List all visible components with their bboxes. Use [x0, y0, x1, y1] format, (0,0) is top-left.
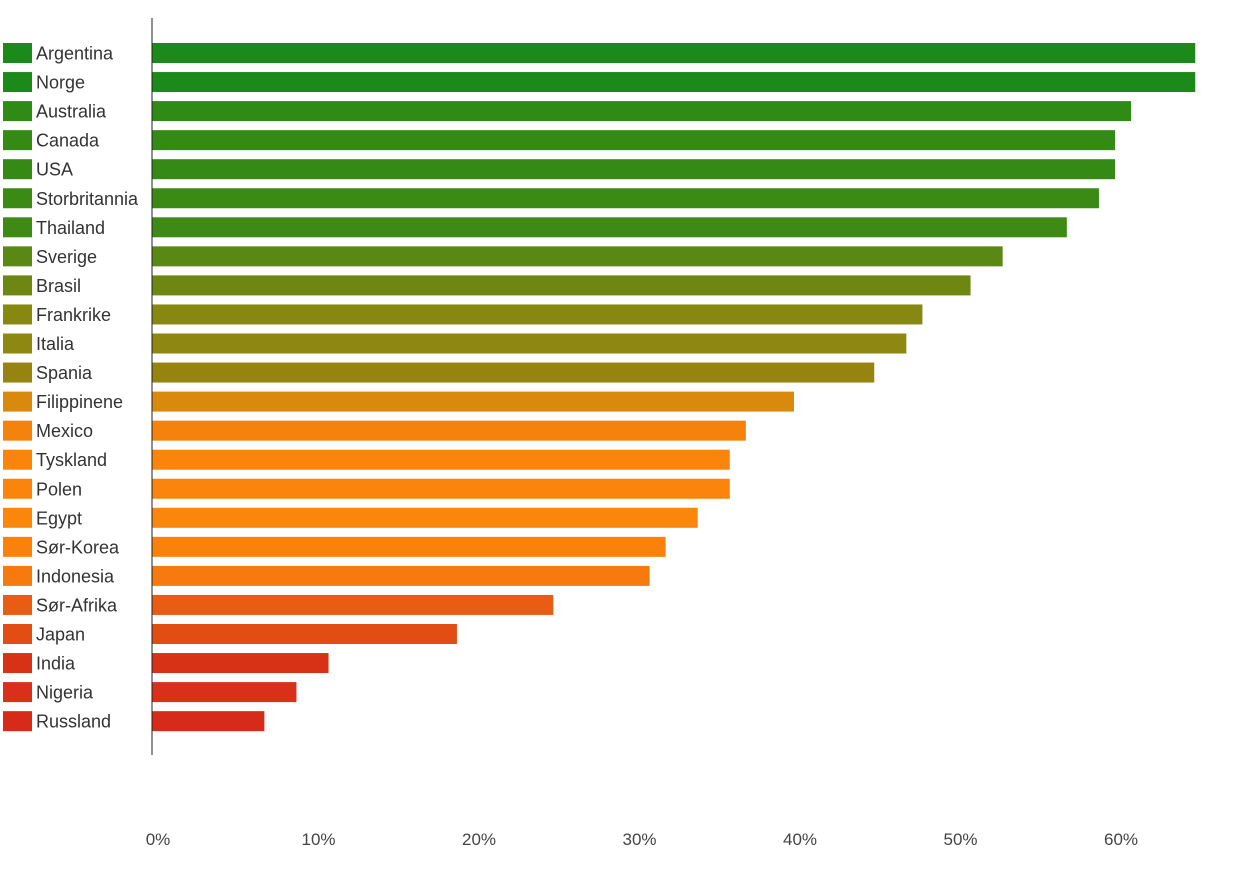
legend-swatch-tyskland [3, 449, 32, 470]
category-label-norge: Norge [36, 73, 85, 93]
bar-sverige [152, 246, 1003, 267]
legend-swatch-brasil [3, 275, 32, 296]
bar-russland [152, 711, 265, 732]
legend-swatch-frankrike [3, 304, 32, 325]
legend-swatch-argentina [3, 43, 32, 63]
category-label-filippinene: Filippinene [36, 392, 123, 412]
legend-swatch-canada [3, 130, 32, 151]
bar-s-r-afrika [152, 594, 554, 615]
category-label-italia: Italia [36, 334, 75, 354]
legend-swatch-russland [3, 711, 32, 732]
category-label-egypt: Egypt [36, 508, 82, 528]
category-label-spania: Spania [36, 363, 93, 383]
bar-indonesia [152, 565, 650, 586]
category-label-india: India [36, 654, 76, 674]
legend-swatch-usa [3, 159, 32, 180]
category-label-brasil: Brasil [36, 276, 81, 296]
category-label-indonesia: Indonesia [36, 566, 115, 586]
x-tick-label: 0% [146, 830, 171, 849]
bars-group [152, 43, 1196, 732]
category-label-canada: Canada [36, 131, 100, 151]
category-label-storbritannia: Storbritannia [36, 189, 139, 209]
category-label-s-r-afrika: Sør-Afrika [36, 595, 118, 615]
bar-polen [152, 478, 730, 499]
bar-egypt [152, 507, 698, 528]
category-label-australia: Australia [36, 102, 107, 122]
bar-italia [152, 333, 907, 354]
legend-swatch-storbritannia [3, 188, 32, 209]
category-label-mexico: Mexico [36, 421, 93, 441]
legend-swatch-sverige [3, 246, 32, 267]
legend-swatch-mexico [3, 420, 32, 441]
bar-filippinene [152, 391, 794, 412]
bar-storbritannia [152, 188, 1099, 209]
category-label-usa: USA [36, 160, 73, 180]
x-tick-label: 30% [622, 830, 656, 849]
category-label-tyskland: Tyskland [36, 450, 107, 470]
category-label-argentina: Argentina [36, 44, 114, 64]
x-tick-label: 10% [301, 830, 335, 849]
category-label-s-r-korea: Sør-Korea [36, 537, 120, 557]
category-label-sverige: Sverige [36, 247, 97, 267]
legend-swatch-japan [3, 624, 32, 644]
category-label-thailand: Thailand [36, 218, 105, 238]
legend-swatch-india [3, 653, 32, 674]
legend-swatch-thailand [3, 217, 32, 238]
bar-spania [152, 362, 875, 383]
bar-usa [152, 159, 1115, 180]
legend-swatch-norge [3, 72, 32, 93]
x-tick-label: 20% [462, 830, 496, 849]
legend-swatch-indonesia [3, 565, 32, 586]
category-label-polen: Polen [36, 479, 82, 499]
legend-swatch-polen [3, 478, 32, 499]
bar-argentina [152, 43, 1196, 63]
legend-swatch-egypt [3, 507, 32, 528]
category-label-nigeria: Nigeria [36, 683, 94, 703]
bar-norge [152, 72, 1196, 93]
bar-canada [152, 130, 1115, 151]
x-tick-label: 50% [943, 830, 977, 849]
legend-swatch-australia [3, 101, 32, 122]
bar-s-r-korea [152, 536, 666, 557]
x-axis-ticks: 0% 10% 20% 30% 40% 50% 60% [146, 830, 1138, 849]
category-label-frankrike: Frankrike [36, 305, 111, 325]
bar-thailand [152, 217, 1067, 238]
legend-group: Argentina Norge Australia Canada USA Storbrit… [3, 43, 139, 732]
bar-nigeria [152, 682, 297, 703]
bar-brasil [152, 275, 971, 296]
legend-swatch-spania [3, 362, 32, 383]
legend-swatch-nigeria [3, 682, 32, 703]
bar-australia [152, 101, 1132, 122]
category-label-japan: Japan [36, 625, 85, 645]
legend-swatch-s-r-korea [3, 536, 32, 557]
bar-tyskland [152, 449, 730, 470]
legend-swatch-filippinene [3, 391, 32, 412]
x-tick-label: 60% [1104, 830, 1138, 849]
bar-india [152, 653, 329, 674]
legend-swatch-s-r-afrika [3, 594, 32, 615]
x-tick-label: 40% [783, 830, 817, 849]
bar-mexico [152, 420, 746, 441]
legend-swatch-italia [3, 333, 32, 354]
category-label-russland: Russland [36, 712, 111, 732]
bar-japan [152, 624, 457, 644]
bar-frankrike [152, 304, 923, 325]
